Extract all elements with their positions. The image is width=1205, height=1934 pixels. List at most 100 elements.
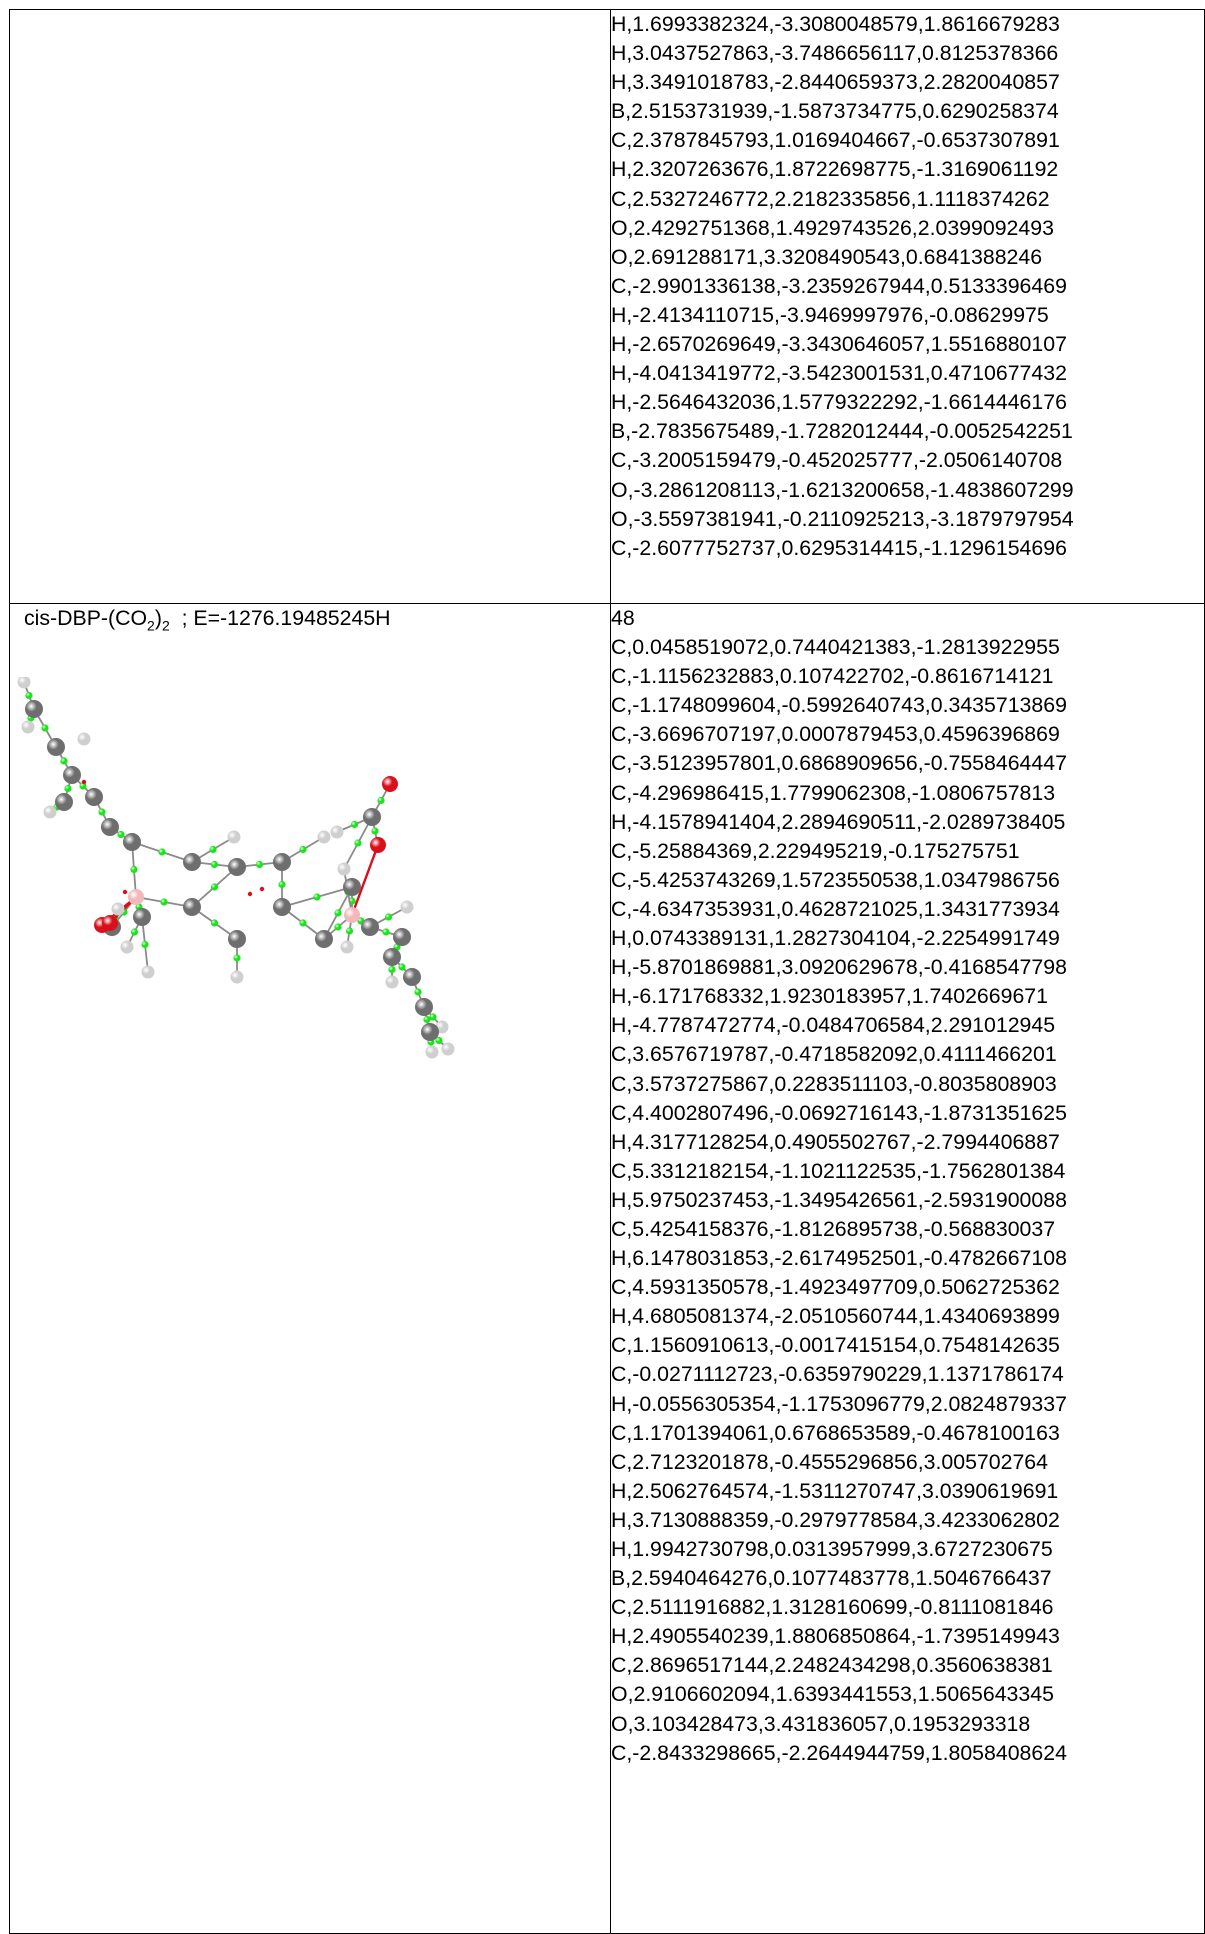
atom-c [415, 998, 433, 1016]
coordinate-line: H,-2.5646432036,1.5779322292,-1.66144461… [611, 390, 1067, 415]
bond-critical-point [371, 827, 379, 835]
atom-h [141, 965, 155, 979]
bond-critical-point [130, 865, 138, 874]
bond-critical-point [345, 927, 354, 935]
coordinate-line: C,3.5737275867,0.2283511103,-0.803580890… [611, 1071, 1057, 1096]
coordinate-line: C,-3.5123957801,0.6868909656,-0.75584644… [611, 751, 1067, 776]
atom-c [273, 853, 291, 871]
atom-c [183, 898, 201, 916]
coordinate-line: C,5.4254158376,-1.8126895738,-0.56883003… [611, 1216, 1056, 1241]
coordinate-line: B,2.5940464276,0.1077483778,1.5046766437 [611, 1566, 1052, 1591]
atom-o [370, 837, 386, 853]
atom-h [77, 732, 91, 746]
coordinate-line: O,-3.2861208113,-1.6213200658,-1.4838607… [611, 477, 1074, 502]
coordinate-line: C,4.5931350578,-1.4923497709,0.506272536… [611, 1275, 1060, 1300]
coordinate-line: C,-4.296986415,1.7799062308,-1.080675781… [611, 780, 1056, 805]
coordinate-line: O,-3.5597381941,-0.2110925213,-3.1879797… [611, 506, 1074, 531]
atom-h [17, 677, 31, 689]
molecule-structure-image [17, 677, 455, 1059]
atom-c [421, 1023, 439, 1041]
atom-c [403, 968, 421, 986]
coordinate-line: H,1.6993382324,-3.3080048579,1.861667928… [611, 12, 1060, 36]
table-row: cis-DBP-(CO2)2 ; E=-1276.19485245H 48 C,0… [9, 603, 1205, 1934]
bond-critical-point [299, 919, 307, 927]
coordinate-line: B,-2.7835675489,-1.7282012444,-0.0052542… [611, 419, 1073, 444]
coordinate-line: C,2.5327246772,2.2182335856,1.1118374262 [611, 186, 1050, 211]
bond-critical-point [382, 928, 390, 936]
atom-c [315, 930, 333, 948]
atom-h [230, 970, 244, 984]
atom-c [393, 928, 411, 946]
atom-c [123, 833, 141, 851]
bond-critical-point [130, 928, 139, 936]
coordinate-line: H,-6.171768332,1.9230183957,1.7402669671 [611, 984, 1048, 1009]
bond-critical-point [25, 691, 33, 700]
ring-critical-point [122, 889, 128, 895]
atom-c [273, 898, 291, 916]
coordinate-line: H,-0.0556305354,-1.1753096779,2.08248793… [611, 1391, 1067, 1416]
xyz-coordinates: 48 C,0.0458519072,0.7440421383,-1.2813922… [611, 604, 1204, 1768]
atom-c [228, 930, 246, 948]
coordinate-line: C,-3.6696707197,0.0007879453,0.459639686… [611, 722, 1060, 747]
coordinate-line: C,-3.2005159479,-0.452025777,-2.05061407… [611, 448, 1063, 473]
bond-critical-point [64, 784, 72, 793]
coordinate-line: H,-2.6570269649,-3.3430646057,1.55168801… [611, 332, 1067, 357]
structure-cell: cis-DBP-(CO2)2 ; E=-1276.19485245H [9, 603, 611, 1934]
coordinate-line: H,1.9942730798,0.0313957999,3.6727230675 [611, 1537, 1053, 1561]
atom-h [21, 720, 35, 734]
atom-c [47, 738, 65, 756]
coordinate-line: O,3.103428473,3.431836057,0.1953293318 [611, 1711, 1031, 1736]
bond-critical-point [210, 883, 219, 891]
coordinate-line: C,-0.0271112723,-0.6359790229,1.13717861… [611, 1362, 1064, 1387]
bond-critical-point [210, 919, 219, 927]
atom-o [102, 915, 118, 931]
coordinate-line: H,4.6805081374,-2.0510560744,1.434069389… [611, 1304, 1060, 1329]
atom-c [63, 766, 81, 784]
table-row: H,1.6993382324,-3.3080048579,1.861667928… [9, 9, 1205, 604]
bond-critical-point [79, 782, 87, 790]
structure-title: cis-DBP-(CO2)2 ; E=-1276.19485245H [24, 606, 391, 634]
bond-critical-point [60, 757, 68, 765]
atom-h [43, 805, 57, 819]
bond-critical-point [423, 1015, 431, 1024]
coordinate-line: H,-4.0413419772,-3.5423001531,0.47106774… [611, 361, 1067, 386]
bond-critical-point [429, 1013, 437, 1021]
bond-critical-point [377, 796, 385, 805]
atom-c [383, 948, 401, 966]
ring-critical-point [259, 886, 265, 892]
bond-critical-point [354, 839, 362, 847]
bond-critical-point [41, 724, 49, 732]
coordinates-cell: 48 C,0.0458519072,0.7440421383,-1.2813922… [610, 603, 1205, 1934]
coordinate-line: C,-2.9901336138,-3.2359267944,0.51333964… [611, 273, 1067, 298]
bond-critical-point [435, 1036, 443, 1045]
atom-c [363, 808, 381, 826]
bond-critical-point [117, 830, 125, 839]
atom-o [382, 776, 398, 792]
bond-critical-point [98, 808, 106, 816]
coordinate-line: O,2.691288171,3.3208490543,0.6841388246 [611, 244, 1043, 269]
bond-critical-point [414, 988, 422, 996]
coordinate-line: C,3.6576719787,-0.4718582092,0.411146620… [611, 1042, 1057, 1067]
coordinate-line: H,3.7130888359,-0.2979778584,3.423306280… [611, 1507, 1060, 1532]
atom-h [111, 902, 125, 916]
coordinate-line: H,-4.1578941404,2.2894690511,-2.02897384… [611, 809, 1066, 834]
bond-critical-point [210, 860, 219, 869]
atom-h [400, 900, 414, 914]
coordinates-table: H,1.6993382324,-3.3080048579,1.861667928… [9, 9, 1205, 1934]
coordinate-line: 48 [611, 606, 635, 630]
coordinate-line: C,-2.6077752737,0.6295314415,-1.12961546… [611, 535, 1067, 560]
coordinate-line: H,2.3207263676,1.8722698775,-1.316906119… [611, 157, 1059, 182]
bond-critical-point [384, 913, 393, 921]
empty-label-cell [9, 9, 611, 604]
coordinate-line: H,5.9750237453,-1.3495426561,-2.59319000… [611, 1187, 1067, 1212]
coordinate-line: H,2.5062764574,-1.5311270747,3.039061969… [611, 1478, 1059, 1503]
coordinate-line: B,2.5153731939,-1.5873734775,0.629025837… [611, 99, 1059, 124]
atom-h [385, 975, 399, 989]
atom-c [55, 793, 73, 811]
bond-critical-point [158, 848, 166, 856]
bond-critical-point [278, 880, 286, 889]
atom-h [317, 830, 331, 844]
coordinate-line: C,0.0458519072,0.7440421383,-1.281392295… [611, 635, 1060, 660]
coordinate-line: C,2.7123201878,-0.4555296856,3.005702764 [611, 1449, 1048, 1474]
atom-c [133, 908, 151, 926]
